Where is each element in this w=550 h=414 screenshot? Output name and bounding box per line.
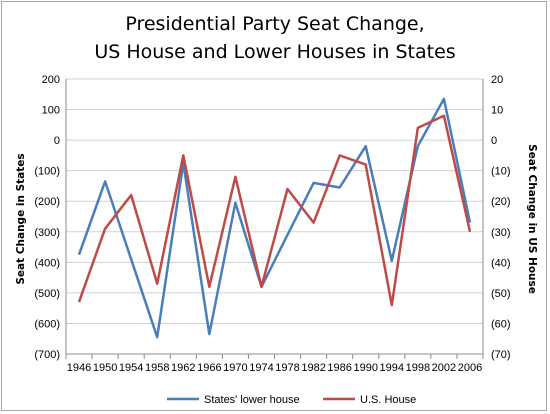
- left-tick-label: 0: [54, 135, 60, 147]
- x-tick-labels: 1946 1950 1954 1958 1962 1966 1970 1974 1978 1982…: [67, 362, 482, 374]
- right-tick-label: (50): [491, 288, 511, 300]
- right-tick-labels: 20 10 0 (10) (20) (30) (40) (50) (60) (70): [491, 74, 511, 361]
- left-tick-label: (600): [34, 318, 60, 330]
- right-tick-label: (70): [491, 349, 511, 361]
- x-tick-label: 1986: [327, 362, 351, 374]
- x-tick-label: 2006: [458, 362, 482, 374]
- axes: [65, 79, 484, 359]
- right-tick-label: (40): [491, 257, 511, 269]
- x-tick-label: 1998: [406, 362, 430, 374]
- left-tick-label: (100): [34, 166, 60, 178]
- x-tick-label: 1962: [171, 362, 195, 374]
- chart-title-line-1: Presidential Party Seat Change,: [125, 13, 424, 35]
- right-tick-label: (60): [491, 318, 511, 330]
- right-axis-title: Seat Change in US House: [526, 144, 538, 294]
- right-tick-label: 0: [491, 135, 497, 147]
- right-tick-label: 20: [491, 74, 503, 86]
- us-house-line: [77, 114, 472, 307]
- x-tick-label: 1978: [275, 362, 299, 374]
- series-lines: [77, 97, 472, 339]
- x-tick-label: 1970: [223, 362, 247, 374]
- gridlines: [66, 78, 483, 355]
- right-tick-label: (20): [491, 196, 511, 208]
- left-tick-label: (400): [34, 257, 60, 269]
- x-tick-label: 1994: [380, 362, 404, 374]
- legend-label: U.S. House: [360, 394, 416, 406]
- legend-label: States' lower house: [204, 394, 300, 406]
- x-tick-label: 1950: [93, 362, 117, 374]
- right-tick-label: (10): [491, 166, 511, 178]
- chart-title-line-2: US House and Lower Houses in States: [94, 41, 455, 63]
- x-tick-label: 1946: [67, 362, 91, 374]
- legend: States' lower house U.S. House: [167, 394, 416, 406]
- left-tick-label: 100: [42, 105, 60, 117]
- left-axis-title: Seat Change in States: [15, 153, 27, 284]
- x-tick-label: 1966: [197, 362, 221, 374]
- right-tick-label: 10: [491, 105, 503, 117]
- left-tick-label: (200): [34, 196, 60, 208]
- left-tick-label: 200: [42, 74, 60, 86]
- left-tick-label: (300): [34, 227, 60, 239]
- x-tick-label: 1990: [353, 362, 377, 374]
- x-tick-label: 2002: [432, 362, 456, 374]
- x-tick-label: 1974: [249, 362, 273, 374]
- x-tick-label: 1954: [119, 362, 143, 374]
- right-tick-label: (30): [491, 227, 511, 239]
- x-tick-label: 1982: [301, 362, 325, 374]
- states-lower-house-line: [77, 97, 472, 339]
- left-tick-label: (700): [34, 349, 60, 361]
- left-tick-labels: 200 100 0 (100) (200) (300) (400) (500) (600) (70…: [34, 74, 60, 361]
- x-tick-label: 1958: [145, 362, 169, 374]
- left-tick-label: (500): [34, 288, 60, 300]
